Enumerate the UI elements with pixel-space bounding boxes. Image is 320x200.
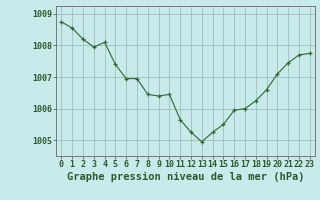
X-axis label: Graphe pression niveau de la mer (hPa): Graphe pression niveau de la mer (hPa) <box>67 172 304 182</box>
